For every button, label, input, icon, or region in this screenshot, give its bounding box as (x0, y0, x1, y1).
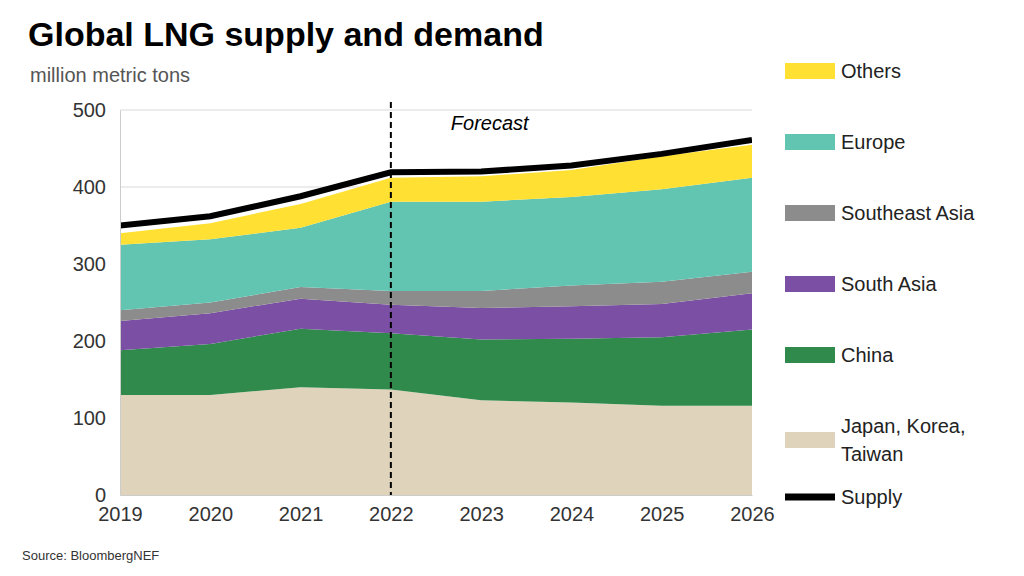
annotation: Forecast (451, 112, 530, 134)
tick-label: 2022 (369, 503, 414, 525)
tick: 500 (73, 99, 120, 121)
legend: Others Europe Southeast Asia South Asia Chin… (785, 60, 975, 508)
title: Global LNG supply and demand (28, 15, 544, 53)
legend-swatch (785, 134, 835, 150)
grid-line (120, 110, 752, 111)
x-axis: 2019 2020 2021 2022 2023 2024 2025 2026 (98, 495, 775, 525)
source: Source: BloombergNEF (22, 548, 159, 563)
y-axis: 0100200300400500 (73, 99, 121, 506)
tick-label: 2023 (459, 503, 504, 525)
legend-item: Europe (785, 131, 906, 153)
legend-label: Japan, Korea,Taiwan (841, 415, 966, 465)
tick-label: 400 (73, 176, 106, 198)
grid (120, 110, 752, 495)
marks (120, 140, 752, 495)
tick: 100 (73, 407, 120, 429)
tick-label: 500 (73, 99, 106, 121)
tick: 2022 (369, 495, 414, 525)
tick: 2021 (279, 495, 324, 525)
legend-item: Supply (785, 486, 902, 508)
legend-swatch (785, 494, 835, 501)
tick-label: 2020 (189, 503, 234, 525)
tick-label: 2021 (279, 503, 324, 525)
tick-label: 2026 (730, 503, 775, 525)
legend-swatch (785, 63, 835, 79)
legend-label: Others (841, 60, 901, 82)
tick: 200 (73, 330, 120, 352)
tick: 2020 (189, 495, 234, 525)
legend-label: China (841, 344, 894, 366)
annotation-line (390, 102, 392, 495)
tick: 2023 (459, 495, 504, 525)
axis-line (120, 111, 121, 496)
line (120, 140, 752, 225)
chart: Global LNG supply and demand million metr… (0, 0, 1024, 576)
tick: 2026 (730, 495, 775, 525)
tick-label: 200 (73, 330, 106, 352)
legend-swatch (785, 205, 835, 221)
tick: 2025 (640, 495, 685, 525)
tick: 2019 (98, 495, 143, 525)
legend-label: Southeast Asia (841, 202, 975, 224)
axis-line (121, 495, 753, 496)
legend-swatch (785, 347, 835, 363)
legend-item: Southeast Asia (785, 202, 975, 224)
tick-label: 2025 (640, 503, 685, 525)
legend-item: China (785, 344, 894, 366)
legend-item: Japan, Korea,Taiwan (785, 415, 966, 465)
legend-swatch (785, 432, 835, 448)
tick-label: 2019 (98, 503, 143, 525)
legend-label: Europe (841, 131, 906, 153)
legend-item: Others (785, 60, 901, 82)
legend-label: South Asia (841, 273, 938, 295)
tick: 400 (73, 176, 120, 198)
legend-item: South Asia (785, 273, 938, 295)
legend-label: Supply (841, 486, 902, 508)
tick-label: 100 (73, 407, 106, 429)
subtitle: million metric tons (30, 64, 190, 86)
tick-label: 300 (73, 253, 106, 275)
legend-swatch (785, 276, 835, 292)
tick: 2024 (550, 495, 595, 525)
tick: 300 (73, 253, 120, 275)
tick-label: 2024 (550, 503, 595, 525)
area (120, 145, 752, 245)
plot: Forecast01002003004005002019202020212022… (73, 99, 775, 525)
